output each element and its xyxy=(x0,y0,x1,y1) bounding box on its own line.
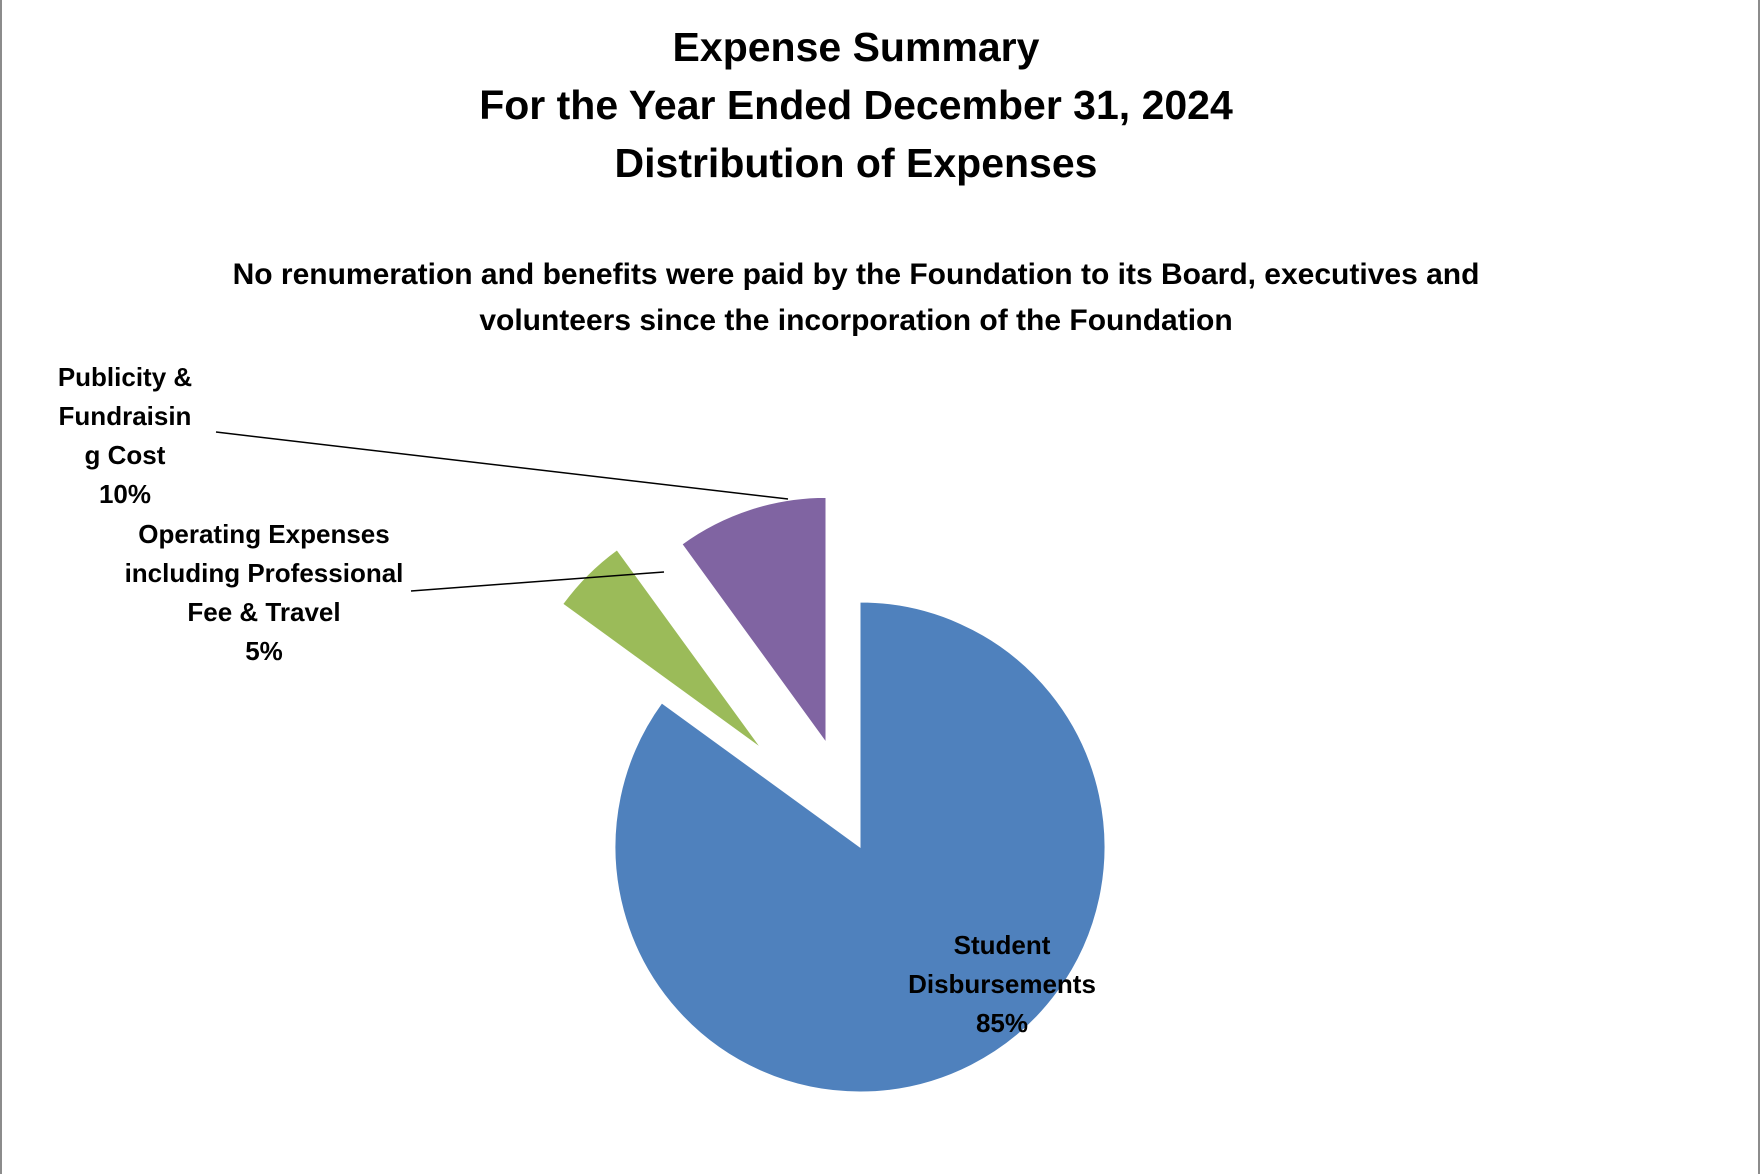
slice-label-0-line-1: Disbursements xyxy=(908,969,1096,999)
slice-label-2-line-0: Publicity & xyxy=(58,362,192,392)
chart-title-line-3: Distribution of Expenses xyxy=(614,140,1098,186)
slice-label-1-line-0: Operating Expenses xyxy=(138,519,389,549)
slice-label-0-line-0: Student xyxy=(954,930,1051,960)
slice-label-1-line-2: Fee & Travel xyxy=(187,597,340,627)
chart-subtitle-line-1: No renumeration and benefits were paid b… xyxy=(232,258,1480,291)
slice-percent-label-2: 10% xyxy=(99,479,151,509)
slice-label-2-line-2: g Cost xyxy=(85,440,166,470)
pie-slice-2 xyxy=(681,496,827,744)
leader-line-1 xyxy=(410,571,665,592)
chart-title-line-2: For the Year Ended December 31, 2024 xyxy=(479,82,1233,128)
slice-percent-label-0: 85% xyxy=(976,1008,1028,1038)
chart-subtitle-line-2: volunteers since the incorporation of th… xyxy=(479,304,1233,337)
chart-title-line-1: Expense Summary xyxy=(672,24,1040,70)
slice-label-1-line-1: including Professional xyxy=(125,558,404,588)
leader-line-2 xyxy=(215,431,789,500)
pie-slice-1 xyxy=(562,549,762,749)
pie-slice-0 xyxy=(614,601,1106,1093)
slice-percent-label-1: 5% xyxy=(245,636,283,666)
slice-label-2-line-1: Fundraisin xyxy=(59,401,192,431)
